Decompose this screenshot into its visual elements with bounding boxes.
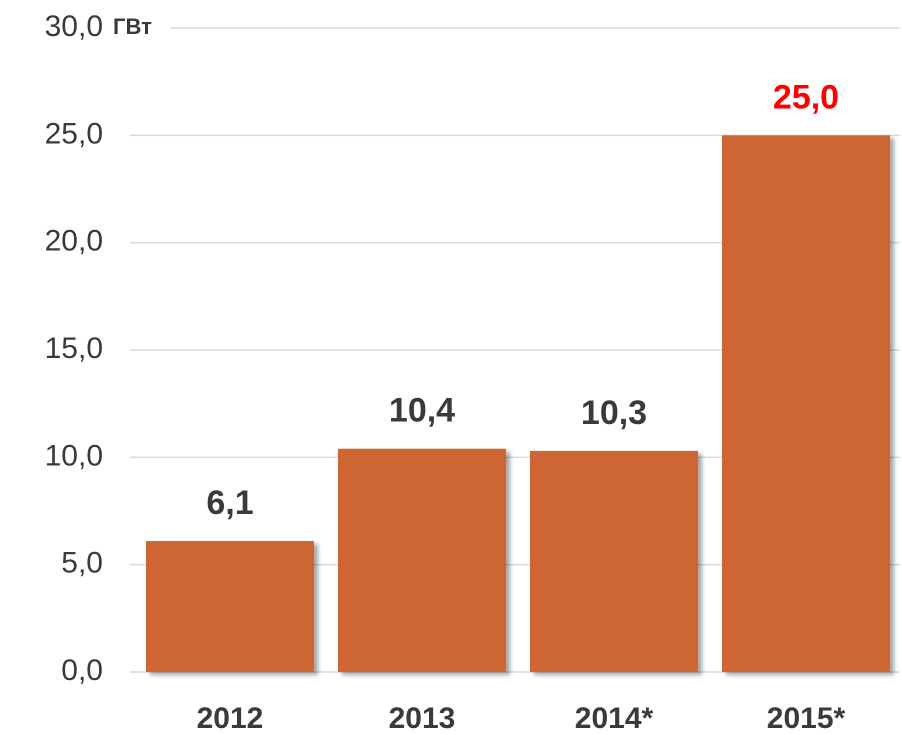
x-tick-label: 2014*	[575, 702, 654, 735]
value-label: 25,0	[773, 78, 839, 116]
x-tick-label: 2012	[197, 702, 264, 735]
x-tick-label: 2013	[389, 702, 456, 735]
unit-label: ГВт	[113, 14, 152, 39]
y-tick-label: 15,0	[45, 332, 103, 365]
value-label: 10,3	[581, 394, 647, 432]
bar	[146, 541, 314, 672]
y-tick-label: 0,0	[61, 654, 103, 687]
value-label: 10,4	[389, 392, 455, 430]
y-tick-label: 25,0	[45, 117, 103, 150]
x-tick-label: 2015*	[767, 702, 846, 735]
y-tick-label: 5,0	[61, 547, 103, 580]
bar	[530, 450, 698, 672]
y-tick-label: 20,0	[45, 225, 103, 258]
bar	[338, 448, 506, 672]
y-tick-label: 10,0	[45, 439, 103, 472]
value-label: 6,1	[206, 484, 253, 522]
unit-label-bg	[110, 14, 170, 42]
y-tick-label: 30,0	[45, 10, 103, 43]
bar	[722, 135, 890, 673]
